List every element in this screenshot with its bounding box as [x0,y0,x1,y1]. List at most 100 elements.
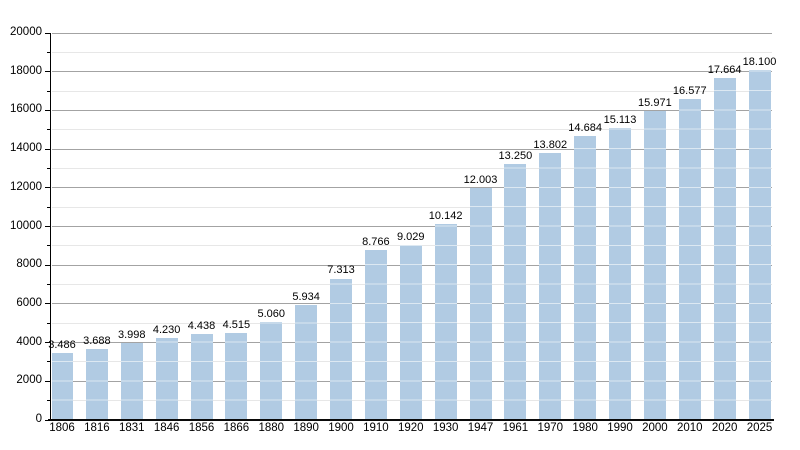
x-tick-label: 1961 [502,422,529,434]
y-minor-tick [47,361,50,363]
gridline-minor [52,129,772,131]
y-major-tick [45,303,50,305]
bar-value-label: 4.515 [222,318,251,331]
gridline-major [52,109,772,111]
bar-1947 [469,187,492,420]
gridline-major [52,187,772,189]
y-minor-tick [47,129,50,131]
bar-value-label: 3.486 [48,338,76,351]
x-axis-line [48,419,774,421]
x-tick-label: 1990 [607,422,633,434]
x-tick-label: 2020 [711,422,738,434]
bar-value-label: 4.438 [187,320,216,333]
bar-value-label: 15.971 [638,96,672,109]
y-major-tick [45,109,50,111]
bar-2000 [643,110,666,420]
y-tick-label: 10000 [10,219,42,232]
y-minor-tick [47,245,50,247]
bar-1806 [52,352,73,420]
y-minor-tick [47,51,50,53]
gridline-minor [52,90,772,92]
y-tick-label: 6000 [16,296,42,309]
bar-1866 [225,332,248,420]
bar-2010 [678,99,701,420]
bar-2025 [748,69,771,420]
y-minor-tick [47,322,50,324]
y-major-tick [45,32,50,34]
gridline-major [52,226,772,227]
x-tick-label: 1866 [223,422,250,434]
x-tick-label: 1890 [293,422,319,434]
y-tick-label: 18000 [10,64,42,77]
x-tick-label: 1930 [432,422,459,434]
bar-1856 [190,334,213,420]
x-tick-label: 1910 [363,422,389,434]
y-minor-tick [47,400,50,402]
x-tick-label: 1846 [153,422,180,434]
y-axis-line [50,33,51,421]
y-tick-label: 14000 [10,142,42,155]
x-tick-label: 1831 [118,422,145,434]
y-major-tick [45,380,50,382]
y-major-tick [45,187,50,189]
bar-1831 [120,342,143,420]
y-major-tick [45,264,50,266]
bar-value-label: 9.029 [396,231,425,244]
bar-value-label: 5.060 [257,308,286,321]
y-minor-tick [47,284,50,286]
x-tick-label: 1856 [188,422,215,434]
y-major-tick [45,71,50,73]
bar-value-label: 5.934 [292,291,320,304]
bar-value-label: 14.684 [568,121,602,134]
x-tick-label: 1947 [467,422,494,434]
bar-value-label: 13.250 [498,149,533,162]
bar-value-label: 17.664 [707,64,742,77]
y-tick-label: 4000 [16,335,42,348]
x-tick-label: 2010 [676,422,703,434]
bar-value-label: 10.142 [428,209,463,222]
x-tick-label: 1806 [49,422,75,434]
x-tick-label: 1980 [572,422,598,434]
y-tick-label: 8000 [16,258,42,271]
bar-value-label: 12.003 [463,173,498,186]
bar-value-label: 15.113 [603,113,637,126]
bar-value-label: 4.230 [152,324,181,337]
y-tick-label: 12000 [10,180,42,193]
y-minor-tick [47,206,50,208]
bar-1900 [330,278,352,420]
gridline-minor [52,167,772,169]
y-major-tick [45,226,50,227]
x-tick-label: 1900 [328,422,354,434]
bar-value-label: 3.998 [117,328,146,341]
y-minor-tick [47,167,50,169]
gridline-major [52,71,772,73]
bar-value-label: 13.802 [533,138,568,151]
bar-1890 [295,305,318,420]
y-major-tick [45,148,50,150]
bar-1920 [399,245,422,420]
bar-1980 [574,135,597,420]
bar-1910 [364,250,387,420]
bar-1930 [434,223,457,420]
bar-1816 [85,348,108,420]
gridline-minor [52,51,772,53]
bar-value-label: 7.313 [327,264,355,277]
y-major-tick [45,342,50,344]
y-tick-label: 2000 [16,374,42,387]
bar-1970 [539,152,562,420]
bar-value-label: 18.100 [742,55,777,68]
bar-value-label: 8.766 [362,236,390,249]
bar-1990 [609,127,631,420]
y-tick-label: 16000 [10,103,42,116]
plot-area [52,33,772,420]
y-tick-label: 0 [35,413,42,425]
bar-value-label: 16.577 [672,85,707,98]
gridline-major [52,33,772,34]
bar-2020 [713,78,736,420]
y-major-tick [45,419,50,421]
gridline-minor [52,206,772,208]
x-tick-label: 1880 [258,422,285,434]
bar-1961 [504,163,527,420]
y-tick-label: 20000 [10,26,42,38]
